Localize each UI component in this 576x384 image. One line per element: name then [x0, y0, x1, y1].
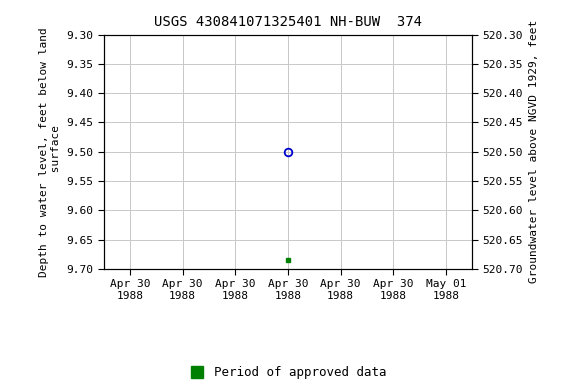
- Legend: Period of approved data: Period of approved data: [184, 361, 392, 384]
- Title: USGS 430841071325401 NH-BUW  374: USGS 430841071325401 NH-BUW 374: [154, 15, 422, 29]
- Y-axis label: Depth to water level, feet below land
 surface: Depth to water level, feet below land su…: [39, 27, 60, 276]
- Y-axis label: Groundwater level above NGVD 1929, feet: Groundwater level above NGVD 1929, feet: [529, 20, 539, 283]
